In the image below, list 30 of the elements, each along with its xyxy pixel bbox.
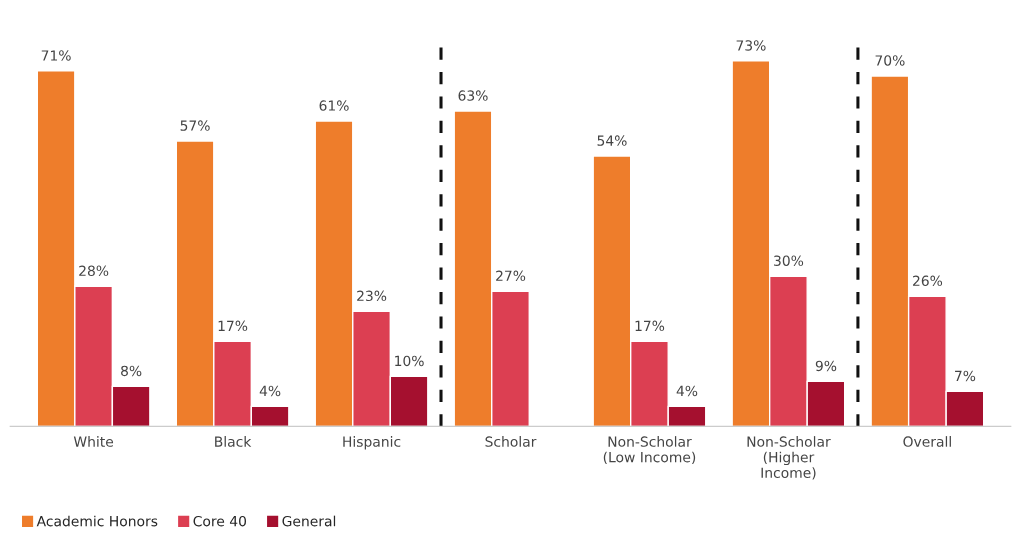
data-label: 70% [875,55,905,66]
legend-label: Core 40 [193,515,247,527]
data-label: 17% [635,320,665,332]
data-label: 28% [79,265,109,277]
x-tick-label: Hispanic [343,436,401,450]
data-label: 8% [121,365,142,377]
data-label: 7% [955,370,976,382]
data-label: 17% [218,320,248,332]
data-label: 61% [319,100,349,111]
legend-label: General [282,515,336,527]
x-tick-label: Non-Scholar (Low Income) [603,436,696,465]
data-label: 26% [912,275,943,287]
x-tick-label: Overall [903,436,951,447]
data-label: 4% [676,385,698,397]
data-label: 30% [774,255,804,266]
data-label: 57% [180,120,210,131]
x-tick-label: White [73,436,114,447]
x-tick-label: Scholar [485,436,537,447]
data-label: 4% [259,385,281,397]
data-label: 63% [458,90,488,101]
x-tick-label: Non-Scholar (Higher Income) [747,436,831,480]
data-label: 71% [41,50,71,61]
data-label: 23% [357,290,387,302]
data-label: 73% [736,40,766,51]
data-label: 10% [395,355,424,367]
data-label: 9% [815,360,837,372]
data-label: 27% [496,270,526,282]
data-label: 54% [597,135,627,146]
legend-label: Academic Honors [36,515,158,527]
x-tick-label: Black [215,436,252,447]
